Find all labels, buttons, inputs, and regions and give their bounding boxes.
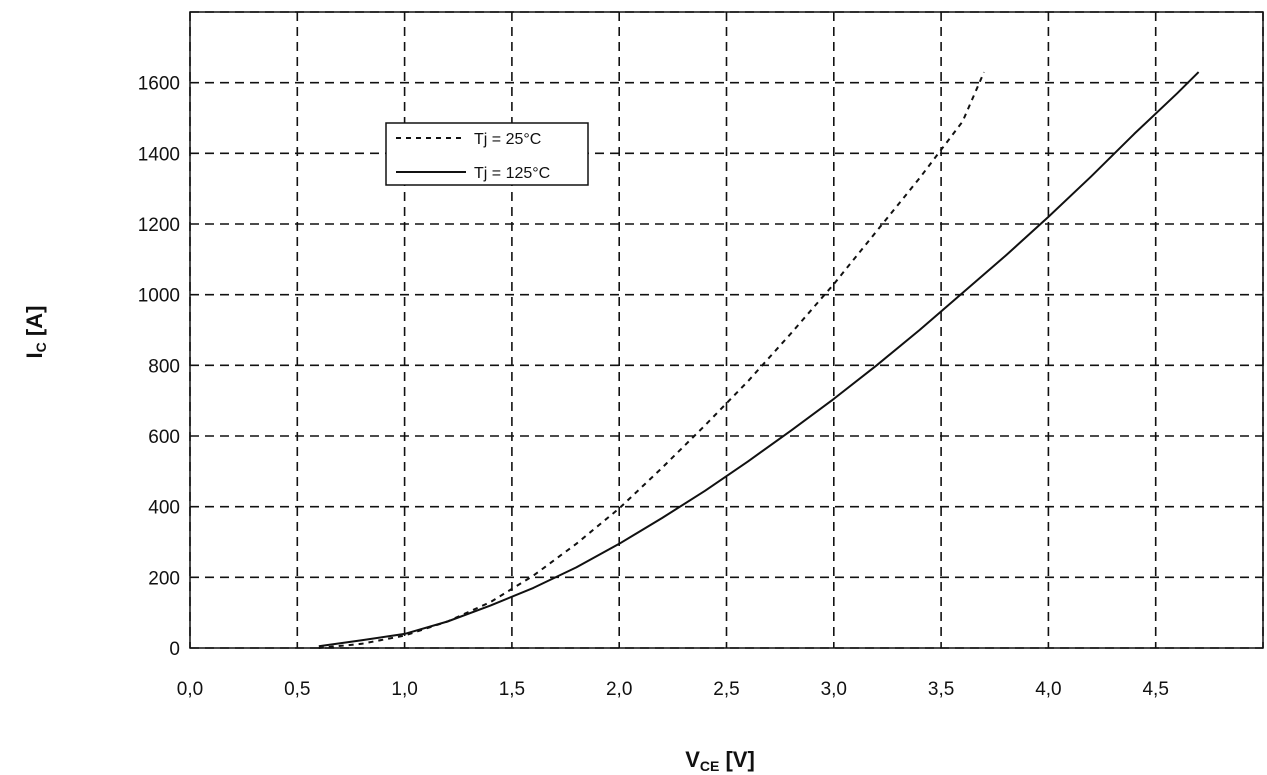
x-tick-label: 1,0 <box>391 679 417 700</box>
x-tick-label: 4,5 <box>1142 679 1168 700</box>
y-tick-label: 1000 <box>138 286 180 307</box>
y-tick-label: 1600 <box>138 74 180 95</box>
y-tick-labels: 0 200 400 600 800 1000 1200 1400 1600 <box>138 74 180 660</box>
x-tick-label: 0,0 <box>177 679 203 700</box>
x-tick-label: 0,5 <box>284 679 310 700</box>
y-tick-label: 0 <box>169 639 180 660</box>
x-axis-title-sub: CE <box>700 758 719 774</box>
y-tick-label: 1200 <box>138 215 180 236</box>
legend-box <box>385 122 589 186</box>
legend-label-tj25: Tj = 25°C <box>474 131 541 148</box>
x-tick-label: 4,0 <box>1035 679 1061 700</box>
y-axis-title-sub: C <box>33 342 49 352</box>
x-tick-label: 3,0 <box>821 679 847 700</box>
x-tick-label: 3,5 <box>928 679 954 700</box>
x-axis-title-unit: [V] <box>719 747 754 772</box>
x-axis-title: VCE [V] <box>685 747 755 774</box>
x-tick-label: 2,5 <box>713 679 739 700</box>
x-axis-title-main: V <box>685 747 700 772</box>
y-axis-title: IC [A] <box>22 306 49 359</box>
y-axis-title-main: I <box>22 352 47 358</box>
y-tick-label: 600 <box>148 427 180 448</box>
plot-frame <box>189 11 1264 649</box>
y-tick-label: 400 <box>148 498 180 519</box>
series-layer <box>318 71 1200 649</box>
y-tick-label: 1400 <box>138 144 180 165</box>
y-tick-label: 200 <box>148 568 180 589</box>
x-tick-labels: 0,0 0,5 1,0 1,5 2,0 2,5 3,0 3,5 4,0 4,5 <box>177 679 1169 700</box>
y-axis-title-unit: [A] <box>22 306 47 343</box>
x-tick-label: 1,5 <box>499 679 525 700</box>
legend: Tj = 25°C Tj = 125°C <box>385 122 589 186</box>
x-tick-label: 2,0 <box>606 679 632 700</box>
series-line-tj25 <box>318 71 985 649</box>
legend-label-tj125: Tj = 125°C <box>474 165 550 182</box>
series-line-tj125 <box>318 71 1200 648</box>
y-tick-label: 800 <box>148 356 180 377</box>
